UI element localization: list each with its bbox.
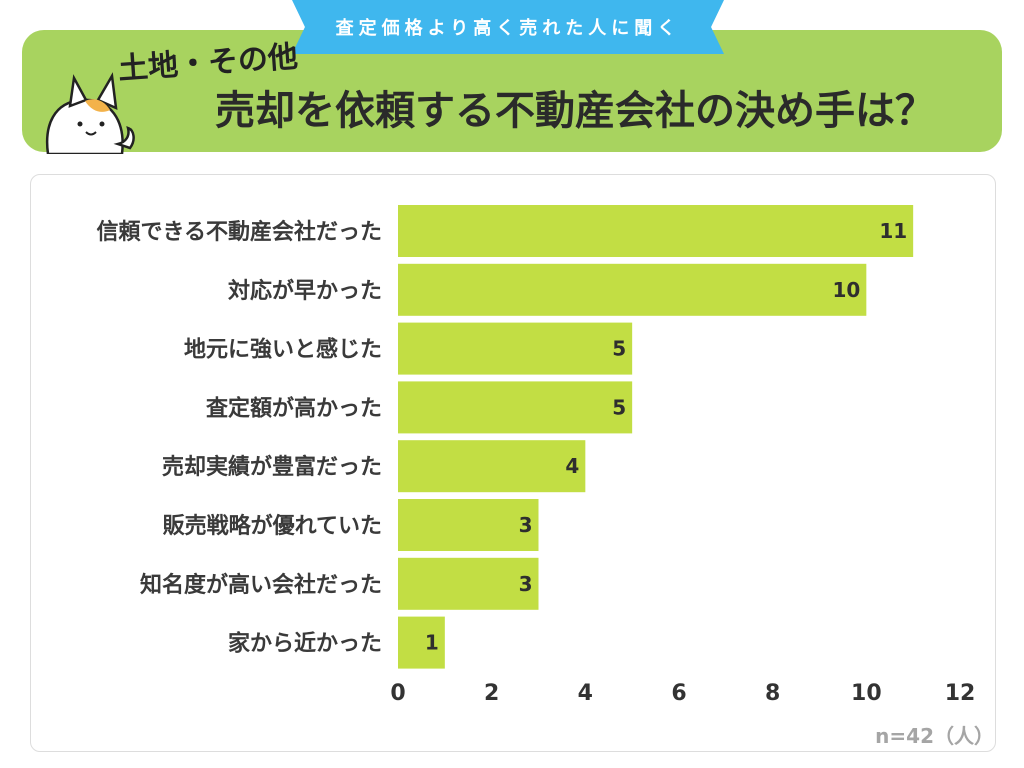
category-label-3: 査定額が高かった <box>206 395 382 421</box>
category-label-1: 対応が早かった <box>228 278 382 304</box>
survey-tag: 査定価格より高く売れた人に聞く <box>292 0 724 54</box>
x-tick-label-0: 0 <box>390 681 405 706</box>
x-tick-label-3: 6 <box>671 681 686 706</box>
category-label-0: 信頼できる不動産会社だった <box>96 219 382 245</box>
category-label-4: 売却実績が豊富だった <box>162 454 382 480</box>
x-tick-label-6: 12 <box>945 681 976 706</box>
bar-4 <box>398 440 586 493</box>
category-label-6: 知名度が高い会社だった <box>140 572 382 598</box>
category-label-2: 地元に強いと感じた <box>184 337 382 363</box>
chart-title: 売却を依頼する不動産会社の決め手は？ <box>215 88 935 134</box>
category-label-7: 家から近かった <box>228 631 382 657</box>
bar-0 <box>398 205 914 257</box>
category-label-5: 販売戦略が優れていた <box>163 513 382 539</box>
value-label-4: 4 <box>565 454 579 478</box>
bar-1 <box>398 263 867 316</box>
bar-5 <box>398 499 539 551</box>
cat-icon <box>45 72 135 154</box>
value-label-5: 3 <box>519 513 533 537</box>
sample-size-note: n=42（人） <box>875 724 994 748</box>
bar-7 <box>398 616 445 669</box>
value-label-7: 1 <box>425 631 439 655</box>
x-tick-label-2: 4 <box>578 681 593 706</box>
x-tick-label-1: 2 <box>484 681 499 706</box>
bar-6 <box>398 557 539 610</box>
value-label-3: 5 <box>612 395 626 419</box>
mascot-illustration <box>45 72 135 154</box>
value-label-6: 3 <box>519 572 533 596</box>
bar-2 <box>398 322 633 375</box>
bar-3 <box>398 381 633 434</box>
value-label-1: 10 <box>832 278 860 302</box>
value-label-2: 5 <box>612 337 626 361</box>
x-tick-label-4: 8 <box>765 681 780 706</box>
x-tick-label-5: 10 <box>851 681 882 706</box>
value-label-0: 11 <box>879 219 907 243</box>
